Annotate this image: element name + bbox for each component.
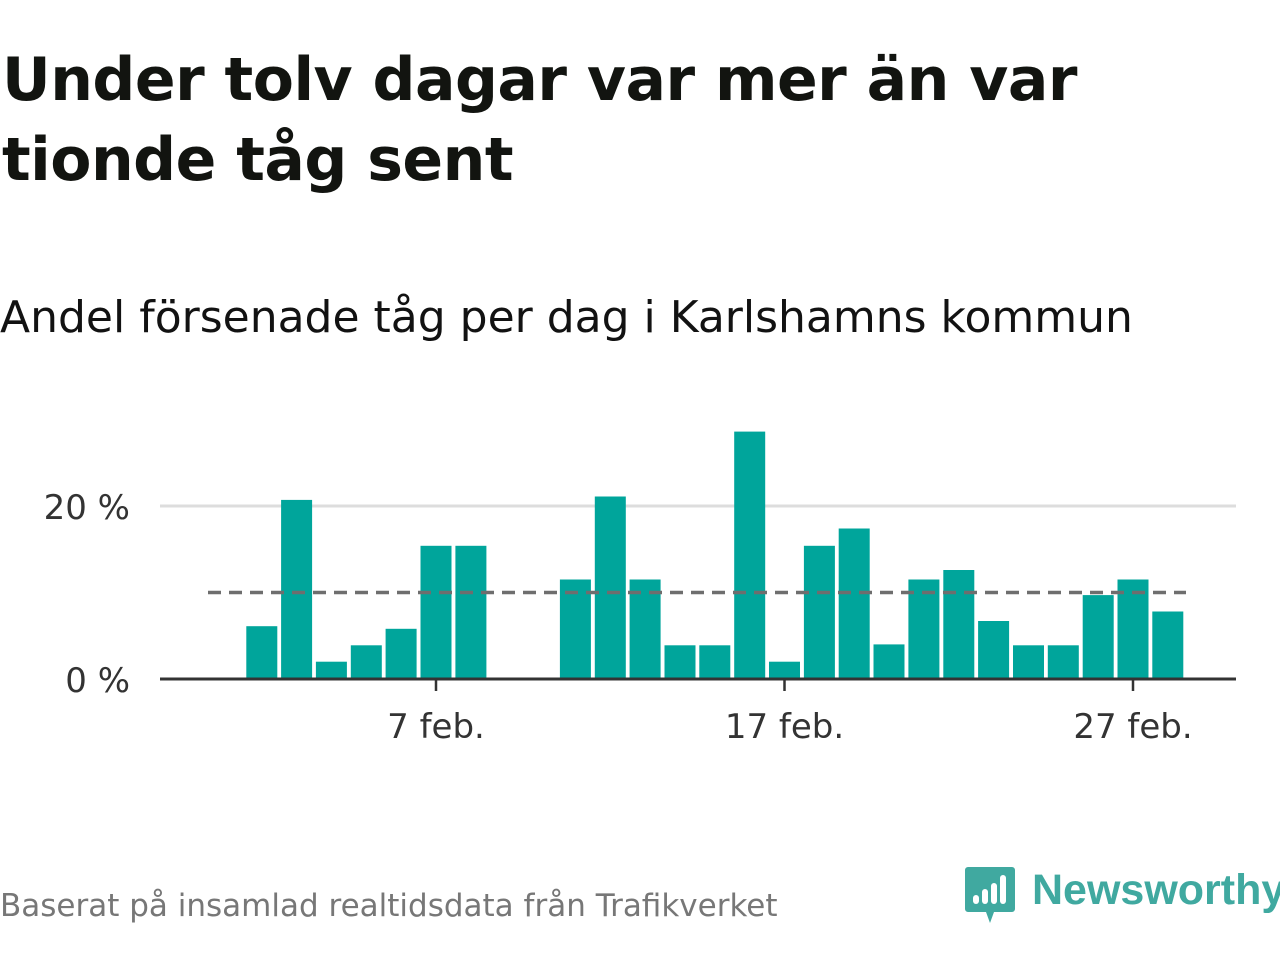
bar	[734, 431, 766, 679]
bar	[385, 628, 417, 679]
brand-logo[interactable]: Newsworthy	[964, 864, 1280, 928]
x-tick-label: 7 feb.	[387, 707, 485, 747]
bar	[699, 645, 731, 679]
chart-subtitle: Andel försenade tåg per dag i Karlshamns…	[0, 292, 1133, 343]
bar	[594, 496, 626, 679]
bar	[315, 661, 347, 679]
brand-name: Newsworthy	[1032, 866, 1280, 914]
x-tick-label: 17 feb.	[725, 707, 844, 747]
chart-title: Under tolv dagar var mer än var tionde t…	[2, 45, 1077, 195]
bar	[664, 645, 696, 679]
bar	[281, 499, 313, 679]
source-note: Baserat på insamlad realtidsdata från Tr…	[0, 888, 778, 924]
bar	[420, 545, 452, 679]
bar	[838, 528, 870, 679]
bar	[908, 579, 940, 679]
y-tick-label: 20 %	[44, 488, 130, 528]
bar	[455, 545, 487, 679]
bar	[350, 645, 382, 679]
bar	[943, 570, 975, 679]
y-tick-label: 0 %	[65, 661, 130, 701]
axis-layer: 0 % 20 % 7 feb. 17 feb. 27 feb.	[44, 488, 1236, 747]
bar	[629, 579, 661, 679]
bar	[978, 621, 1010, 679]
newsworthy-logo-icon	[965, 867, 1015, 923]
bar	[559, 579, 591, 679]
bar-chart: 0 % 20 % 7 feb. 17 feb. 27 feb.	[44, 431, 1236, 747]
bar	[803, 545, 835, 679]
bar	[1117, 579, 1149, 679]
bar	[1082, 595, 1114, 679]
bar	[873, 644, 905, 679]
x-tick-label: 27 feb.	[1073, 707, 1192, 747]
bar	[246, 626, 278, 679]
bar	[1047, 645, 1079, 679]
bar	[1152, 611, 1184, 679]
bar-layer	[246, 431, 1184, 679]
bar	[1013, 645, 1044, 679]
bar	[769, 661, 800, 679]
